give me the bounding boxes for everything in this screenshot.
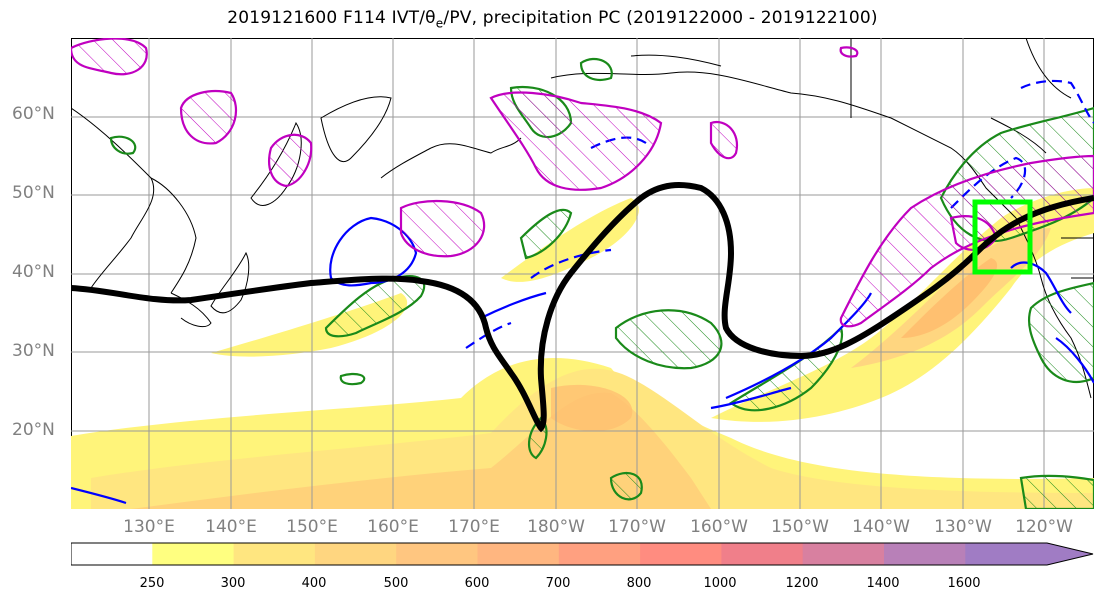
lat-label-30n: 30°N [12,341,55,361]
map-canvas [71,38,1094,509]
lon-label-130e: 130°E [123,517,175,537]
lat-label-20n: 20°N [12,420,55,440]
colorbar-tick: 300 [220,576,246,591]
colorbar-cell [965,543,1093,565]
colorbar-cell [477,543,560,565]
colorbar-cell [152,543,235,565]
lon-label-170w: 170°W [608,517,666,537]
theta-e-contours [71,38,1094,328]
target-region-box [972,199,1033,275]
colorbar-cell [71,543,153,565]
colorbar-tick: 1400 [866,576,900,591]
colorbar-cell [233,543,316,565]
colorbar-tick: 800 [626,576,652,591]
pv-contour [71,182,1094,433]
colorbar-cell [721,543,804,565]
lon-label-140w: 140°W [852,517,910,537]
lon-label-160e: 160°E [367,517,419,537]
colorbar-tick: 250 [139,576,165,591]
lon-label-150e: 150°E [286,517,338,537]
lat-label-50n: 50°N [12,183,55,203]
colorbar [71,542,1094,566]
colorbar-tick: 1600 [947,576,981,591]
colorbar-cell [802,543,885,565]
colorbar-cell [396,543,478,565]
colorbar-cell [640,543,722,565]
colorbar-cell [314,543,397,565]
lon-label-160w: 160°W [690,517,748,537]
colorbar-tick: 600 [464,576,490,591]
lon-label-170e: 170°E [448,517,500,537]
colorbar-tick: 1000 [703,576,737,591]
lat-label-60n: 60°N [12,104,55,124]
colorbar-tick: 400 [301,576,327,591]
colorbar-tick: 1200 [785,576,819,591]
lat-label-40n: 40°N [12,262,55,282]
colorbar-tick: 700 [545,576,571,591]
colorbar-cell [558,543,641,565]
colorbar-cell [884,543,966,565]
lon-label-140e: 140°E [205,517,257,537]
lon-label-180w: 180°W [527,517,585,537]
colorbar-tick: 500 [383,576,409,591]
lon-label-120w: 120°W [1015,517,1073,537]
ivt-shading [71,188,1094,509]
lon-label-150w: 150°W [771,517,829,537]
lon-label-130w: 130°W [934,517,992,537]
map-title: 2019121600 F114 IVT/θe/PV, precipitation… [227,8,878,31]
